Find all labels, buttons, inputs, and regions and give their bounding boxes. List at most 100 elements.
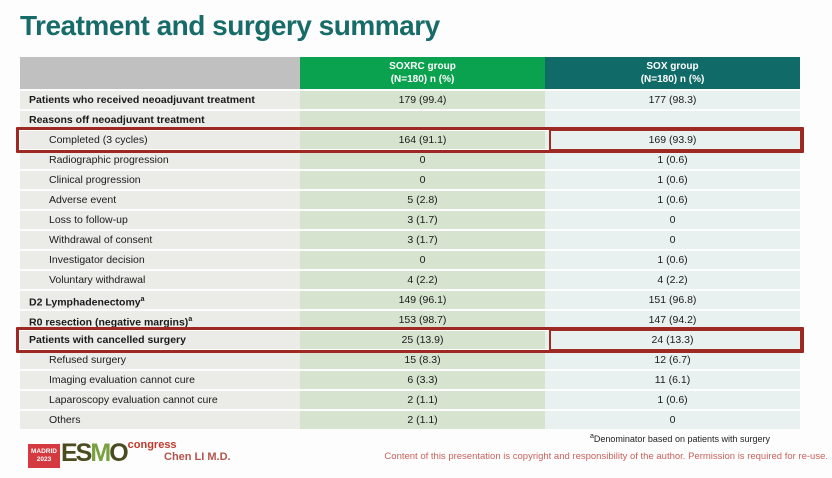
table-row: Adverse event 5 (2.8) 1 (0.6) [20,191,800,209]
summary-table: SOXRC group (N=180) n (%) SOX group (N=1… [16,57,804,431]
header-sox-cell: SOX group (N=180) n (%) [545,57,800,89]
table-row: Clinical progression 0 1 (0.6) [20,171,800,189]
header-empty-cell [20,57,300,89]
row-label-cell: R0 resection (negative margins)a [20,311,300,329]
table-row: Imaging evaluation cannot cure 6 (3.3) 1… [20,371,800,389]
sox-value-cell: 0 [545,211,800,229]
sox-value-cell: 169 (93.9) [545,129,802,151]
table-row: Patients with cancelled surgery 25 (13.9… [16,327,804,353]
sox-value-cell [545,111,800,129]
sox-value-cell: 1 (0.6) [545,391,800,409]
row-label: D2 Lymphadenectomy [29,296,141,309]
row-label: Investigator decision [49,254,145,266]
table-row: Withdrawal of consent 3 (1.7) 0 [20,231,800,249]
madrid-label: MADRID [31,448,57,455]
table-row: Loss to follow-up 3 (1.7) 0 [20,211,800,229]
row-label: Adverse event [49,194,117,206]
row-label-cell: Imaging evaluation cannot cure [20,371,300,389]
row-label-cell: Adverse event [20,191,300,209]
soxrc-value-cell: 0 [300,171,545,189]
footnote-text: Denominator based on patients with surge… [593,434,770,444]
esmo-wordmark: ESMO [61,439,129,467]
row-label: Voluntary withdrawal [49,274,146,286]
soxrc-value-cell: 149 (96.1) [300,291,545,309]
row-label-cell: Radiographic progression [20,151,300,169]
header-soxrc-line2: (N=180) n (%) [390,74,455,85]
row-label: Withdrawal of consent [49,234,153,246]
soxrc-value-cell: 0 [300,251,545,269]
esmo-letter-o: O [109,439,129,467]
soxrc-value-cell: 5 (2.8) [300,191,545,209]
soxrc-value-cell: 6 (3.3) [300,371,545,389]
sox-value-cell: 0 [545,411,800,429]
row-label: Laparoscopy evaluation cannot cure [49,394,218,406]
row-label: Loss to follow-up [49,214,128,226]
row-label-cell: Others [20,411,300,429]
table-row: D2 Lymphadenectomya 149 (96.1) 151 (96.8… [20,291,800,309]
row-label-cell: Investigator decision [20,251,300,269]
row-label-cell: Reasons off neoadjuvant treatment [20,111,300,129]
table-row: Patients who received neoadjuvant treatm… [20,91,800,109]
sox-value-cell: 12 (6.7) [545,351,800,369]
table-body: Patients who received neoadjuvant treatm… [16,91,804,429]
header-sox-line1: SOX group [646,60,699,72]
row-label-cell: Clinical progression [20,171,300,189]
table-row: Refused surgery 15 (8.3) 12 (6.7) [20,351,800,369]
soxrc-value-cell: 3 (1.7) [300,211,545,229]
sox-value-cell: 11 (6.1) [545,371,800,389]
sox-value-cell: 0 [545,231,800,249]
esmo-letters-es: ES [61,439,92,467]
copyright-notice: Content of this presentation is copyrigh… [384,451,828,462]
row-label: Refused surgery [49,354,127,366]
table-row: Completed (3 cycles) 164 (91.1) 169 (93.… [16,127,804,153]
sox-value-cell: 24 (13.3) [545,329,802,351]
author-name: Chen LI M.D. [164,451,231,463]
row-label: Reasons off neoadjuvant treatment [29,114,205,126]
table-header: SOXRC group (N=180) n (%) SOX group (N=1… [20,57,800,89]
table-row: Voluntary withdrawal 4 (2.2) 4 (2.2) [20,271,800,289]
sox-value-cell: 1 (0.6) [545,171,800,189]
footnote: aDenominator based on patients with surg… [590,433,770,444]
row-label-cell: Loss to follow-up [20,211,300,229]
madrid-2023-badge: MADRID 2023 [28,444,60,468]
row-label-cell: Withdrawal of consent [20,231,300,249]
soxrc-value-cell: 2 (1.1) [300,411,545,429]
row-label: Completed (3 cycles) [49,134,148,146]
header-sox-line2: (N=180) n (%) [640,74,705,85]
soxrc-value-cell: 15 (8.3) [300,351,545,369]
sox-value-cell: 151 (96.8) [545,291,800,309]
label-superscript: a [140,296,145,303]
table-row: Reasons off neoadjuvant treatment [20,111,800,129]
soxrc-value-cell: 25 (13.9) [300,331,545,349]
header-soxrc-line1: SOXRC group [389,60,456,72]
label-superscript: a [188,316,193,323]
row-label: Patients who received neoadjuvant treatm… [29,94,255,106]
header-soxrc-cell: SOXRC group (N=180) n (%) [300,57,545,89]
row-label-cell: Patients who received neoadjuvant treatm… [20,91,300,109]
soxrc-value-cell: 3 (1.7) [300,231,545,249]
sox-value-cell: 1 (0.6) [545,251,800,269]
soxrc-value-cell: 153 (98.7) [300,311,545,329]
table-row: Others 2 (1.1) 0 [20,411,800,429]
sox-value-cell: 177 (98.3) [545,91,800,109]
soxrc-value-cell [300,111,545,129]
row-label: R0 resection (negative margins) [29,316,189,329]
congress-label: congress [127,439,177,451]
row-label-cell: Voluntary withdrawal [20,271,300,289]
row-label: Others [49,414,81,426]
table-row: Radiographic progression 0 1 (0.6) [20,151,800,169]
page-title: Treatment and surgery summary [20,10,440,41]
soxrc-value-cell: 4 (2.2) [300,271,545,289]
sox-value-cell: 1 (0.6) [545,151,800,169]
esmo-letter-m: M [90,439,111,467]
year-label: 2023 [36,455,52,463]
table-row: Investigator decision 0 1 (0.6) [20,251,800,269]
footnote-superscript: a [589,433,594,440]
row-label: Radiographic progression [49,154,169,166]
row-label-cell: Completed (3 cycles) [20,131,300,149]
soxrc-value-cell: 164 (91.1) [300,131,545,149]
table-row: R0 resection (negative margins)a 153 (98… [20,311,800,329]
row-label: Imaging evaluation cannot cure [49,374,195,386]
sox-value-cell: 1 (0.6) [545,191,800,209]
